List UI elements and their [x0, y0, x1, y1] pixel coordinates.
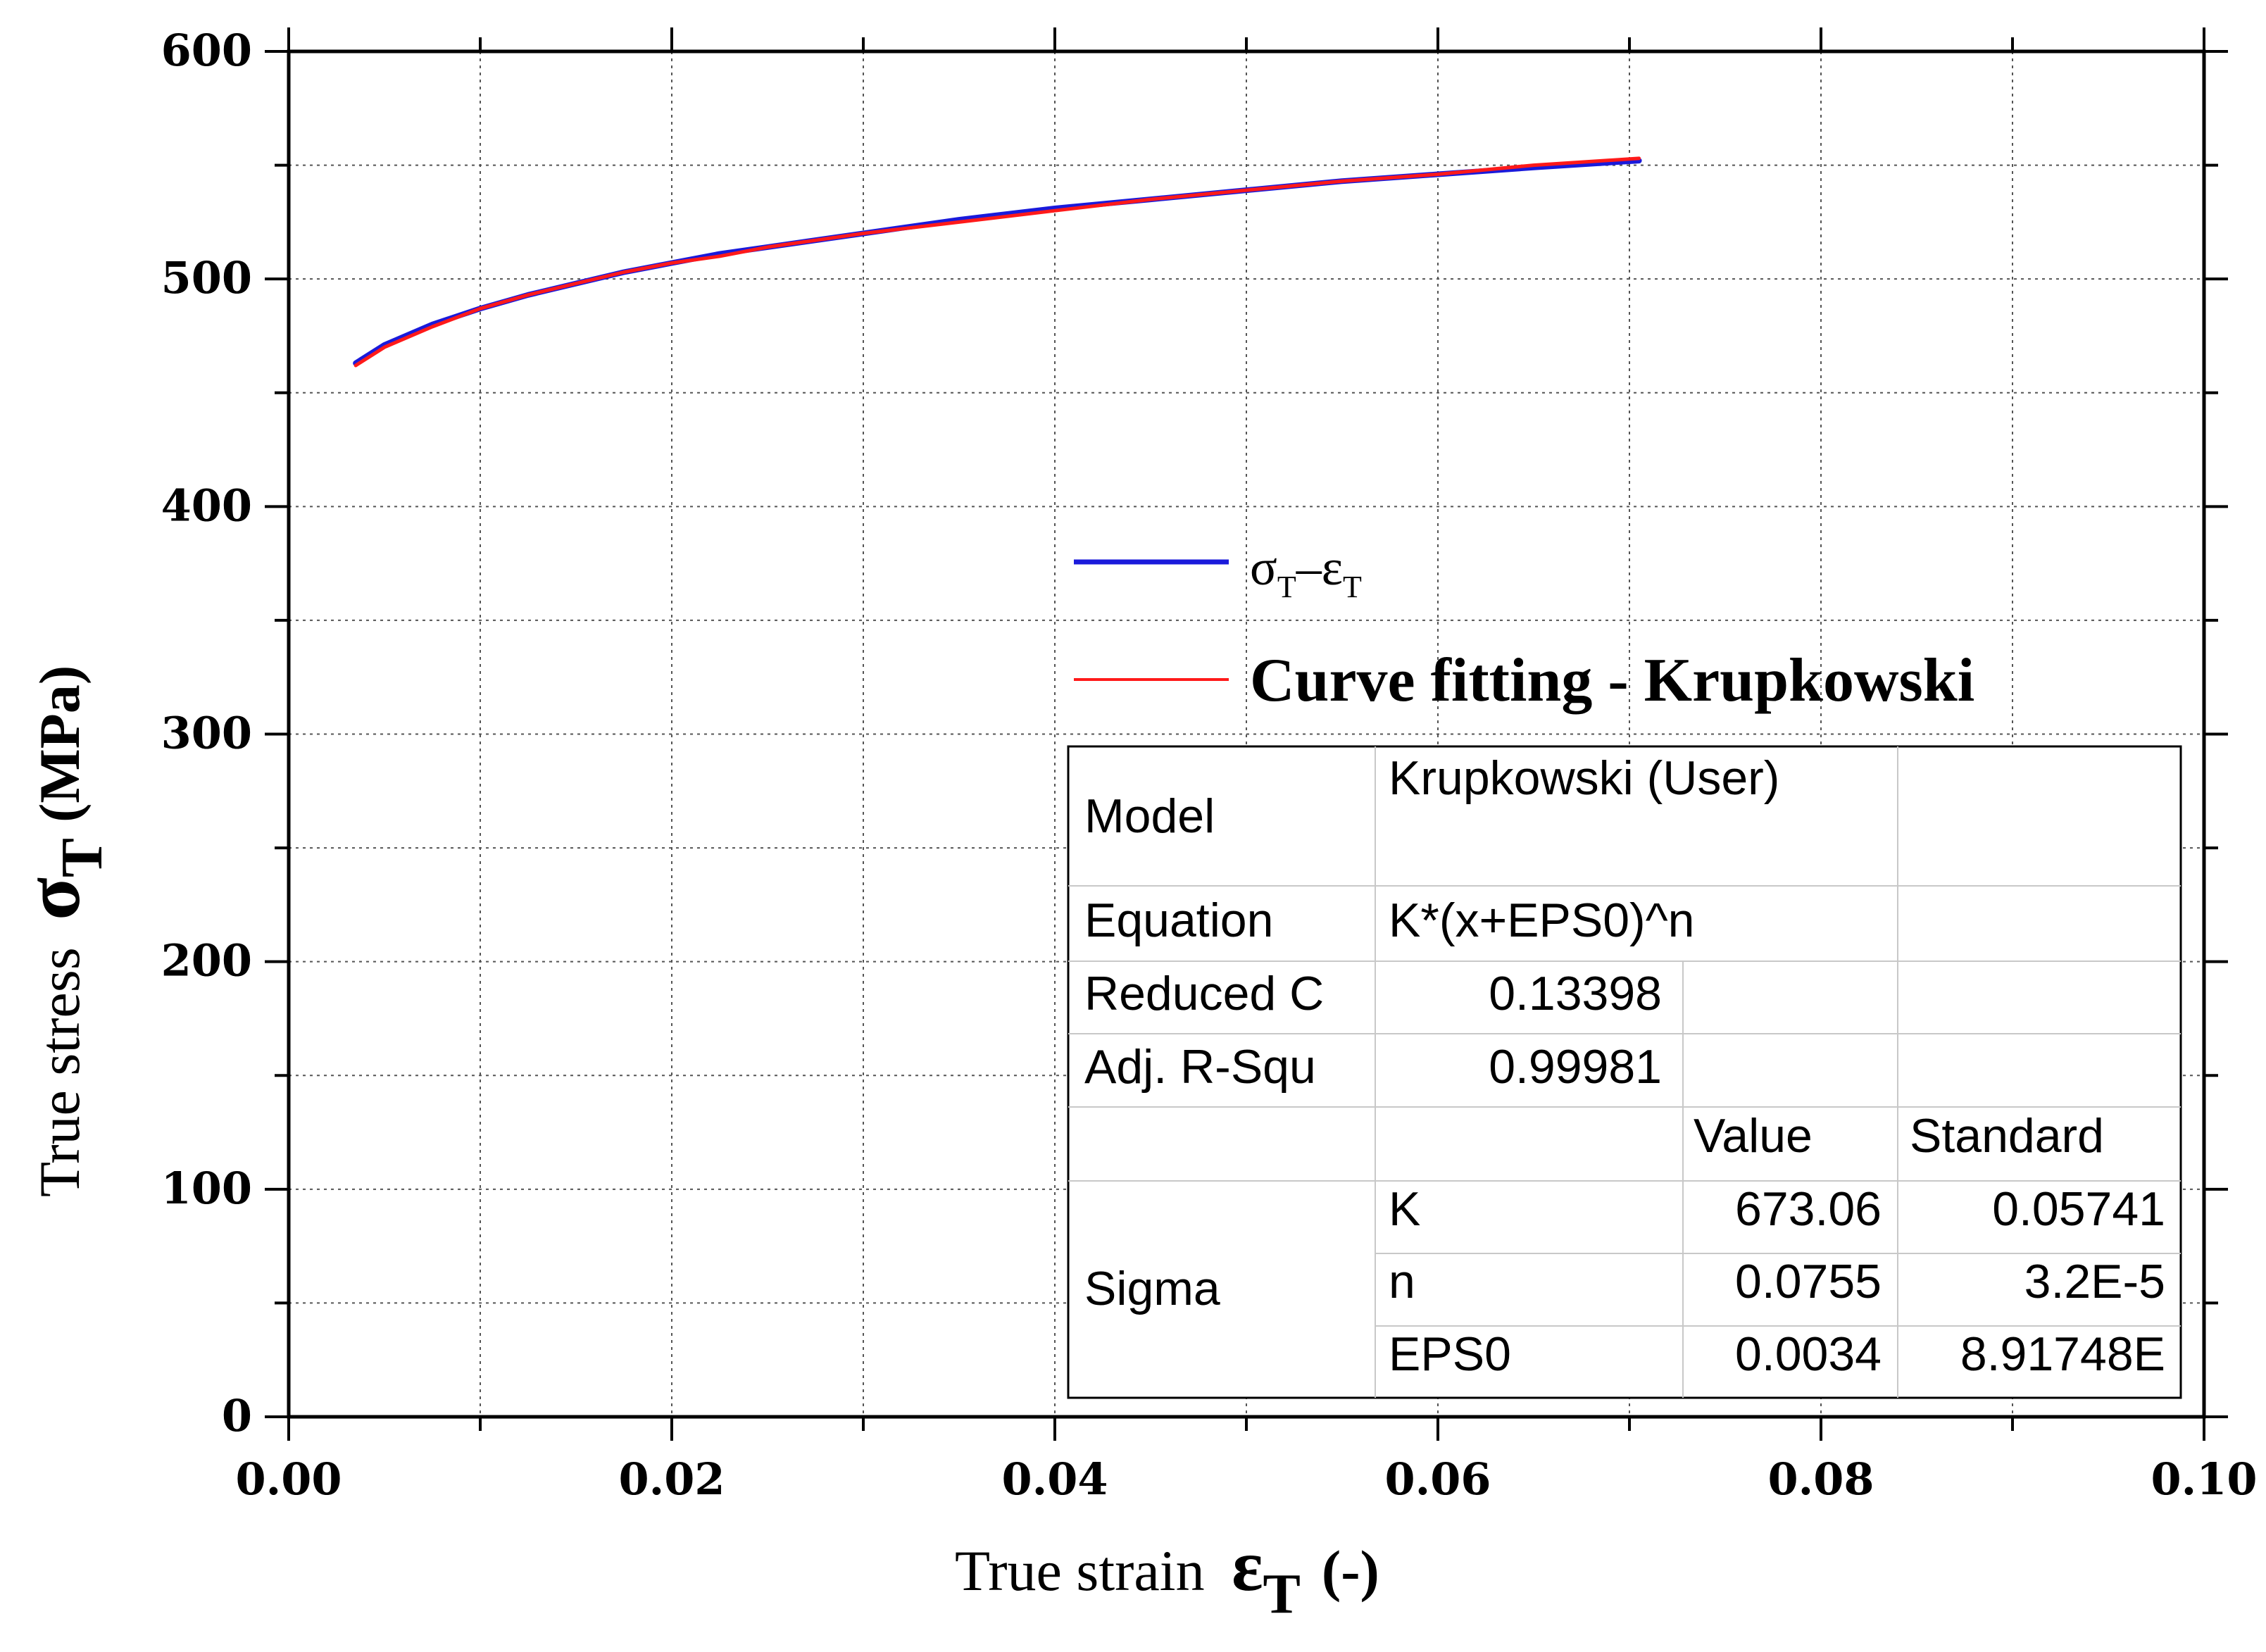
y-tick-label: 0	[222, 1390, 252, 1441]
x-tick-label: 0.02	[618, 1453, 725, 1505]
y-axis-ticks: 0 100 200 300 400 500 600	[161, 25, 2228, 1441]
legend-label-measured: σT–εT	[1250, 539, 1362, 604]
table-equation-value: K*(x+EPS0)^n	[1389, 894, 1694, 947]
table-param-std: 3.2E-5	[2024, 1255, 2165, 1308]
table-reduced-label: Reduced C	[1084, 967, 1324, 1020]
table-param-name: K	[1389, 1182, 1420, 1236]
table-param-rows: K 673.06 0.05741 n 0.0755 3.2E-5 EPS0 0.0034 8.9…	[1389, 1182, 2165, 1381]
table-group-label: Sigma	[1084, 1262, 1220, 1315]
table-param-value: 0.0034	[1735, 1327, 1882, 1381]
fit-results-table: Model Krupkowski (User) Equation K*(x+EP…	[1067, 745, 2182, 1399]
x-tick-label: 0.06	[1384, 1453, 1491, 1505]
table-param-value: 0.0755	[1735, 1255, 1882, 1308]
series-line-measured	[353, 158, 1642, 366]
table-std-header: Standard	[1910, 1109, 2104, 1163]
series-layer	[353, 156, 1642, 368]
series-line-fit	[353, 156, 1641, 368]
x-tick-label: 0.10	[2151, 1453, 2257, 1505]
table-adjr-value: 0.99981	[1489, 1040, 1662, 1094]
table-param-name: n	[1389, 1255, 1415, 1308]
y-tick-label: 500	[161, 252, 252, 304]
table-model-value: Krupkowski (User)	[1389, 751, 1779, 805]
x-axis-title: True strain εT (-)	[955, 1525, 1379, 1625]
y-tick-label: 600	[161, 25, 252, 76]
legend: σT–εT Curve fitting - Krupkowski	[1074, 539, 1974, 715]
table-param-name: EPS0	[1389, 1327, 1511, 1381]
x-tick-label: 0.08	[1767, 1453, 1874, 1505]
x-tick-label: 0.00	[235, 1453, 342, 1505]
table-equation-label: Equation	[1084, 894, 1273, 947]
table-param-std: 8.91748E	[1960, 1327, 2165, 1381]
table-param-std: 0.05741	[1992, 1182, 2165, 1236]
y-tick-label: 400	[161, 480, 252, 531]
y-tick-label: 200	[161, 935, 252, 987]
table-reduced-value: 0.13398	[1489, 967, 1662, 1020]
y-tick-label: 300	[161, 708, 252, 759]
x-axis-ticks: 0.00 0.02 0.04 0.06 0.08 0.10	[235, 27, 2258, 1505]
table-param-value: 673.06	[1735, 1182, 1882, 1236]
table-adjr-label: Adj. R-Squ	[1084, 1040, 1316, 1094]
x-tick-label: 0.04	[1001, 1453, 1108, 1505]
legend-label-fit: Curve fitting - Krupkowski	[1250, 646, 1974, 715]
table-border	[1067, 745, 2182, 1399]
y-axis-title: True stress σT(MPa)	[9, 665, 115, 1197]
table-model-label: Model	[1084, 789, 1215, 843]
y-tick-label: 100	[161, 1163, 252, 1214]
table-value-header: Value	[1694, 1109, 1813, 1163]
